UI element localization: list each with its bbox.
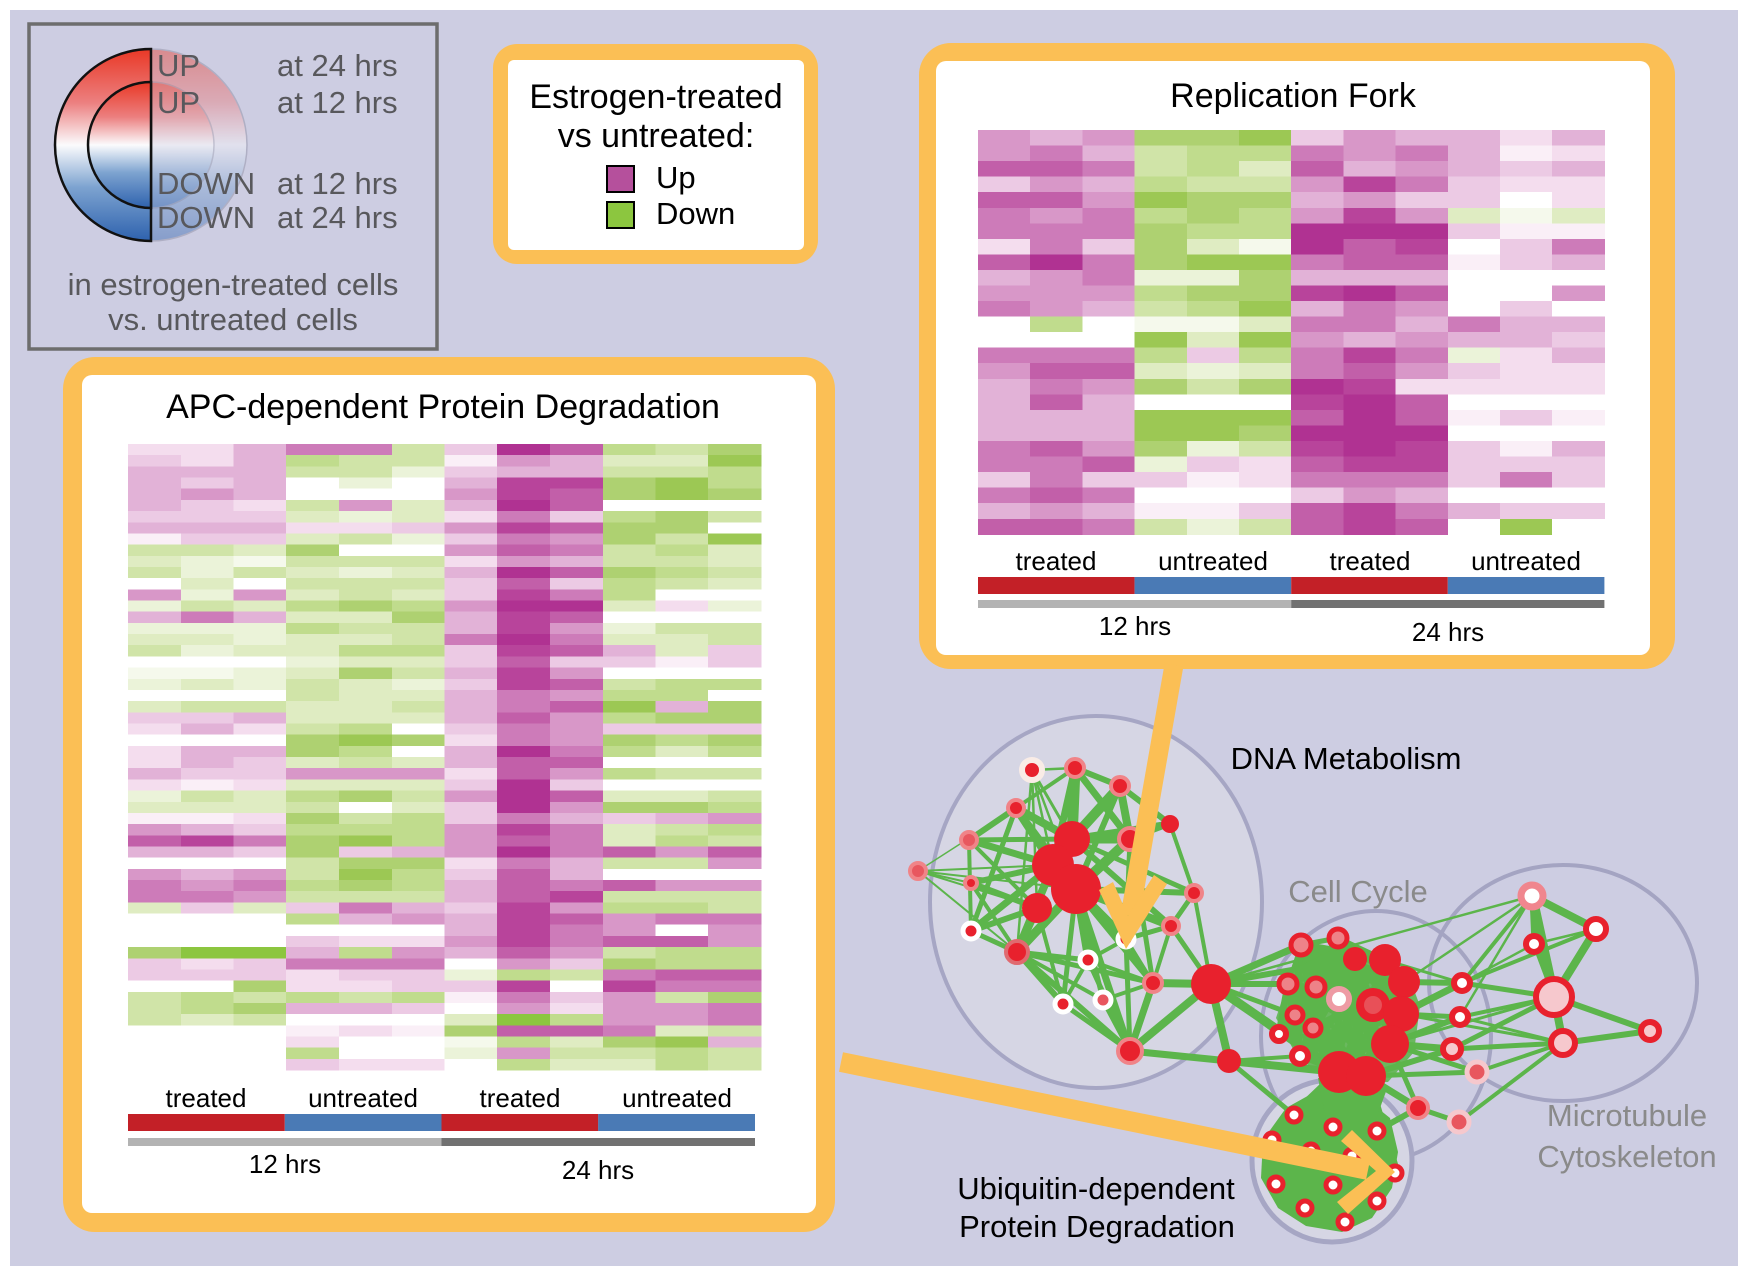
svg-text:treated: treated [1016, 546, 1097, 576]
svg-text:treated: treated [1330, 546, 1411, 576]
svg-text:12 hrs: 12 hrs [1099, 611, 1171, 641]
svg-text:Ubiquitin-dependent: Ubiquitin-dependent [957, 1171, 1235, 1206]
svg-text:untreated: untreated [308, 1083, 418, 1113]
svg-text:untreated: untreated [1471, 546, 1581, 576]
svg-text:24 hrs: 24 hrs [562, 1155, 634, 1185]
svg-text:at 24 hrs: at 24 hrs [277, 200, 398, 235]
svg-text:24 hrs: 24 hrs [1412, 617, 1484, 647]
svg-text:vs untreated:: vs untreated: [558, 117, 755, 155]
svg-text:untreated: untreated [622, 1083, 732, 1113]
svg-text:at 24 hrs: at 24 hrs [277, 48, 398, 83]
svg-text:Estrogen-treated: Estrogen-treated [529, 78, 782, 116]
svg-text:DNA Metabolism: DNA Metabolism [1231, 741, 1462, 776]
svg-text:in estrogen-treated cells: in estrogen-treated cells [68, 267, 399, 302]
svg-text:Microtubule: Microtubule [1547, 1098, 1707, 1133]
svg-text:12 hrs: 12 hrs [249, 1149, 321, 1179]
svg-text:at 12 hrs: at 12 hrs [277, 85, 398, 120]
svg-text:Protein Degradation: Protein Degradation [959, 1209, 1235, 1244]
svg-text:APC-dependent Protein Degradat: APC-dependent Protein Degradation [166, 388, 720, 426]
svg-text:vs. untreated cells: vs. untreated cells [108, 302, 358, 337]
svg-text:Down: Down [656, 196, 735, 231]
svg-text:untreated: untreated [1158, 546, 1268, 576]
svg-text:treated: treated [166, 1083, 247, 1113]
svg-text:UP: UP [157, 48, 200, 83]
svg-text:Cytoskeleton: Cytoskeleton [1537, 1139, 1716, 1174]
svg-text:Replication Fork: Replication Fork [1170, 77, 1417, 115]
svg-text:treated: treated [480, 1083, 561, 1113]
svg-text:DOWN: DOWN [157, 200, 255, 235]
svg-text:UP: UP [157, 85, 200, 120]
svg-text:DOWN: DOWN [157, 166, 255, 201]
svg-text:Cell Cycle: Cell Cycle [1288, 874, 1428, 909]
svg-text:Up: Up [656, 160, 696, 195]
svg-text:at 12 hrs: at 12 hrs [277, 166, 398, 201]
